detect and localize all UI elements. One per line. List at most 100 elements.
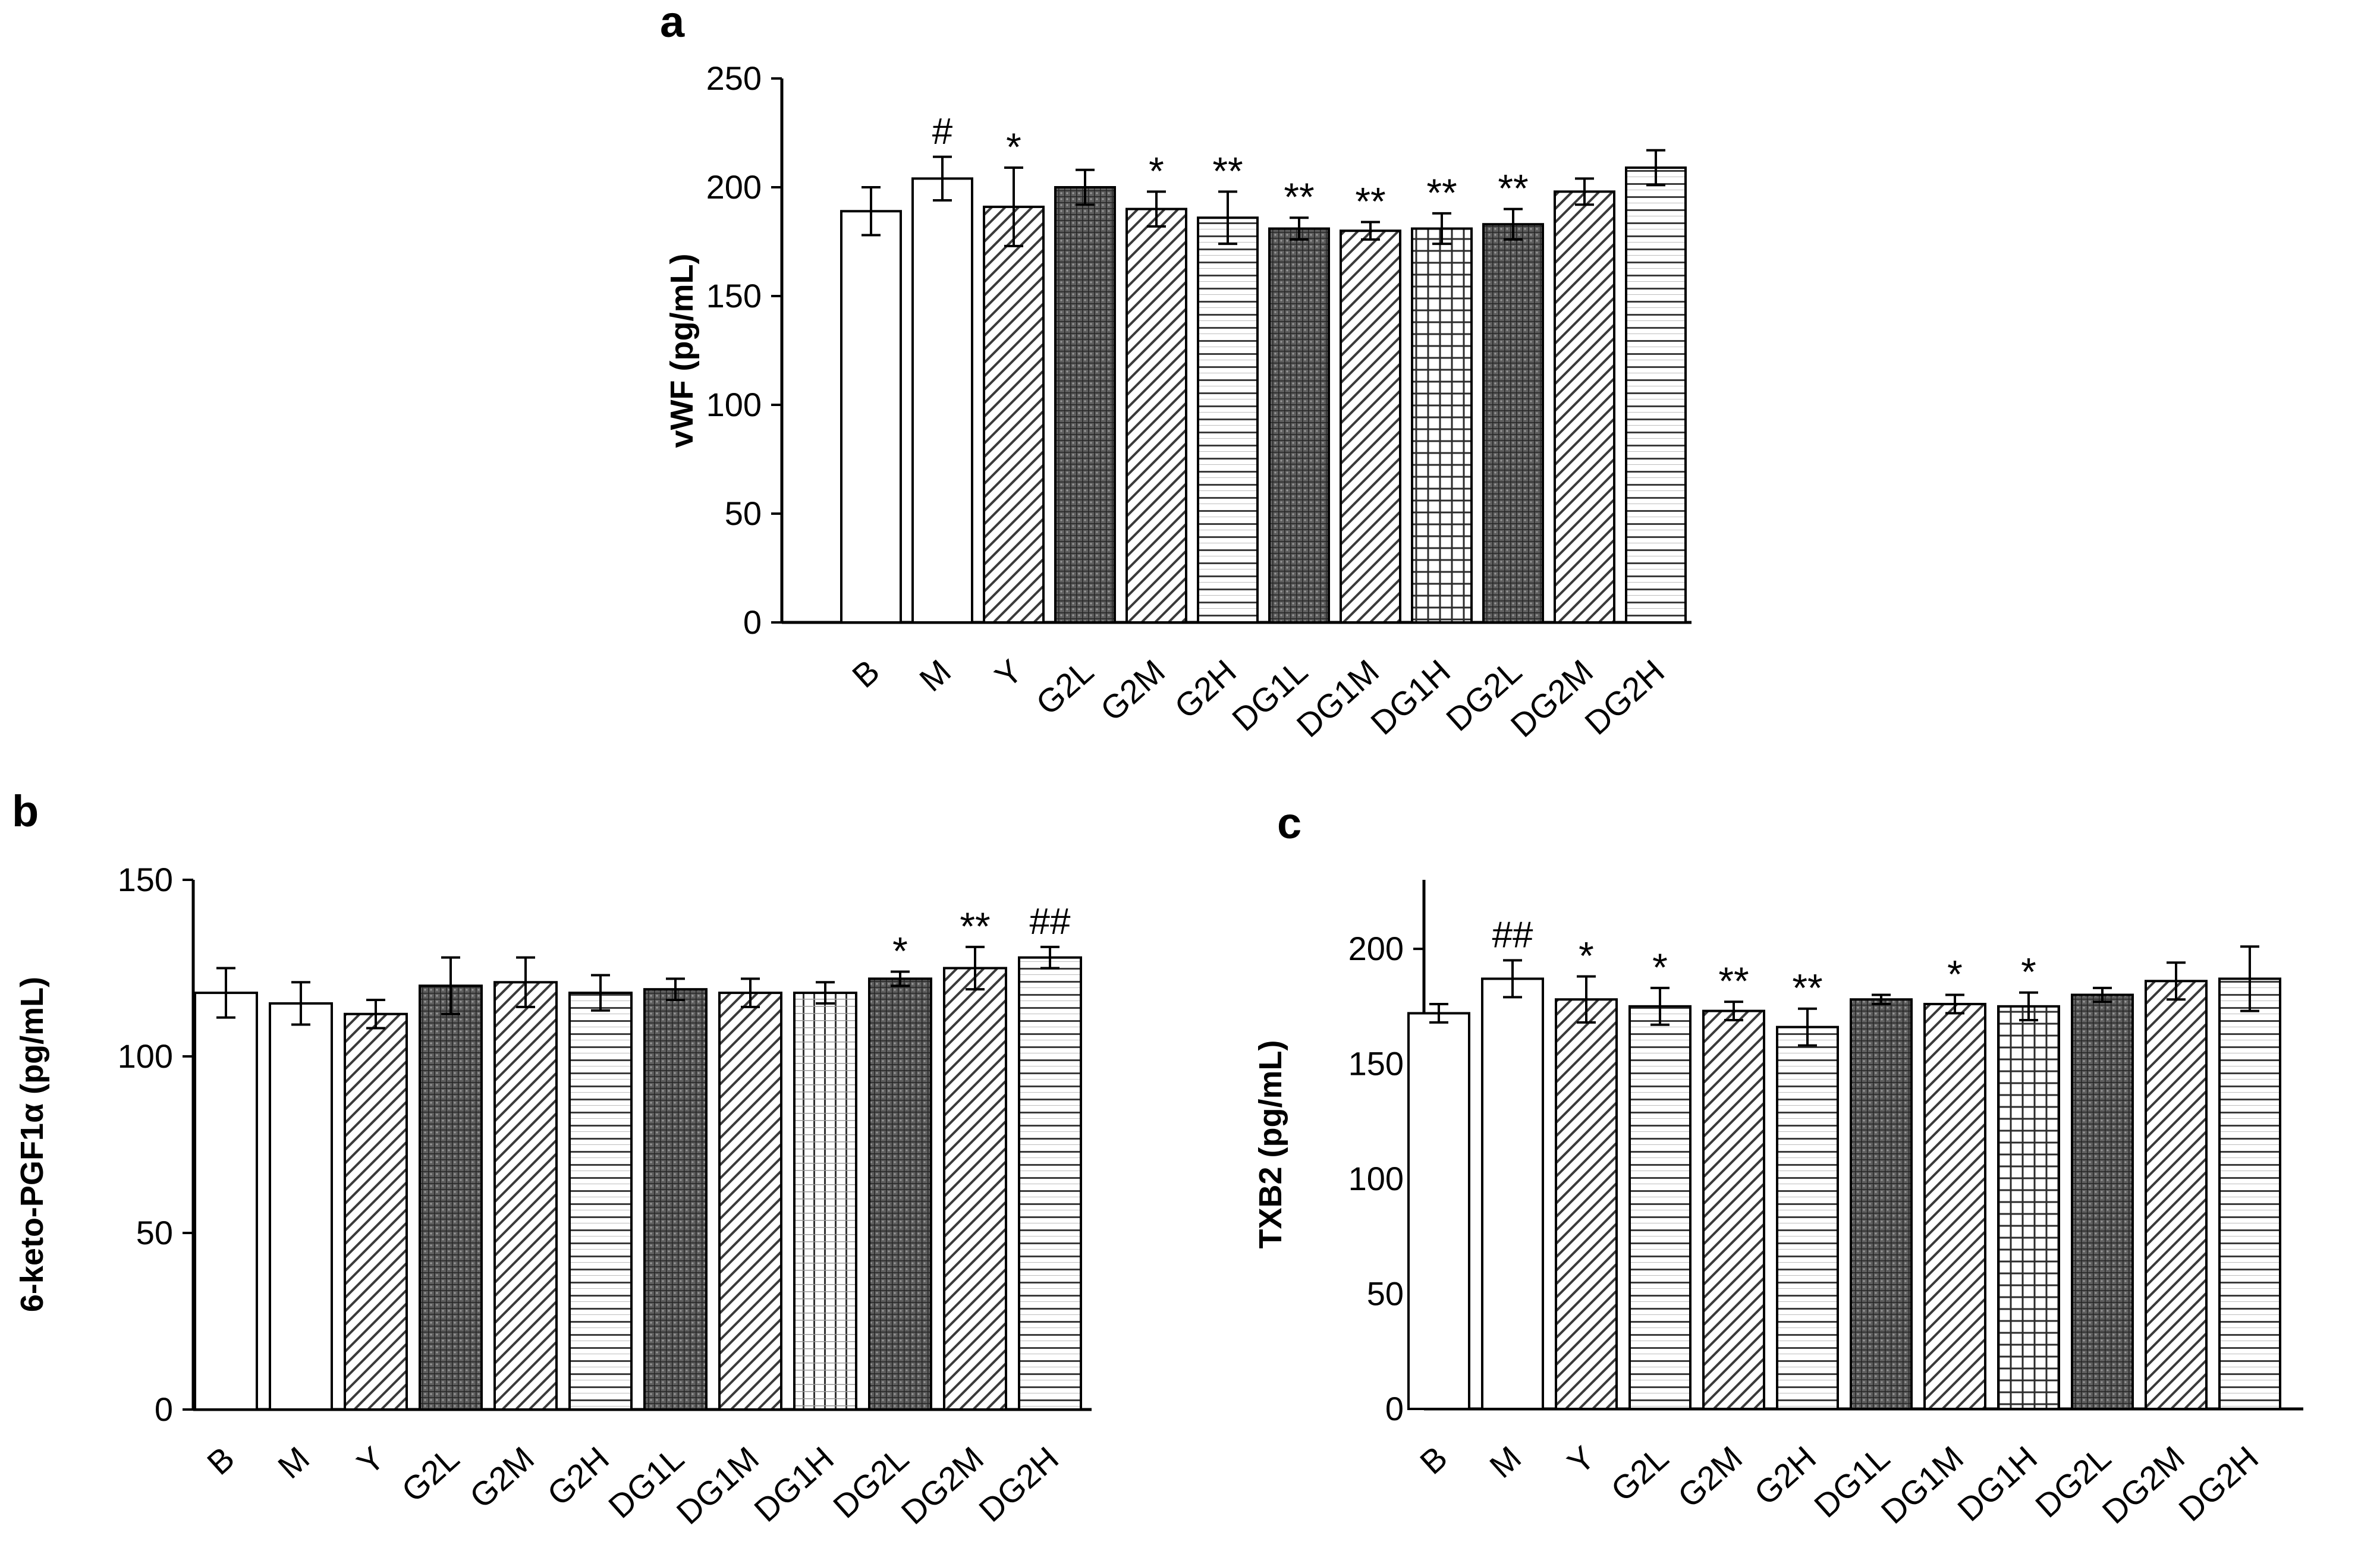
x-tick-label: B: [1413, 1439, 1454, 1481]
x-tick-label: G2M: [1093, 652, 1172, 728]
bar-Y: [983, 205, 1045, 624]
y-tick-label: 150: [706, 277, 762, 314]
x-tick-label: DG2H: [2171, 1439, 2265, 1528]
x-tick-label: DG1M: [669, 1439, 766, 1531]
bar-DG1L: [643, 988, 708, 1411]
bar-M: [1481, 977, 1544, 1411]
y-tick-label: 200: [1348, 930, 1404, 967]
panel-letter: a: [660, 0, 685, 46]
bar-DG1M: [718, 992, 782, 1411]
x-tick-label: B: [200, 1439, 241, 1482]
bar-G2L: [1628, 1005, 1692, 1410]
bar-DG1M: [1340, 229, 1401, 624]
significance-mark: *: [1149, 149, 1164, 193]
significance-mark: **: [1355, 180, 1385, 224]
significance-mark: *: [2021, 950, 2036, 994]
bar-DG1H: [1997, 1005, 2060, 1410]
bar-B: [1407, 1012, 1470, 1411]
x-tick-label: DG2H: [972, 1439, 1065, 1529]
panel-letter: b: [12, 786, 39, 836]
y-tick-label: 50: [1367, 1275, 1404, 1313]
x-tick-label: G2L: [1029, 652, 1101, 722]
bar-G2M: [1125, 207, 1187, 624]
x-tick-label: Y: [988, 652, 1029, 695]
bar-B: [194, 992, 258, 1411]
bar-DG2L: [868, 977, 932, 1411]
x-tick-label: G2L: [1604, 1439, 1675, 1509]
y-tick-label: 0: [743, 603, 762, 641]
x-tick-label: G2M: [463, 1439, 541, 1515]
x-tick-label: G2M: [1671, 1439, 1749, 1515]
x-tick-label: DG2H: [1577, 652, 1671, 742]
bar-G2L: [419, 984, 483, 1411]
panel-a: a vWF (pg/mL) 0 50 100 150 200 250 B # M * Y G2L * G2M *…: [660, 0, 1692, 744]
x-tick-label: G2L: [394, 1439, 466, 1509]
bar-DG1L: [1850, 998, 1913, 1410]
bar-G2M: [493, 981, 558, 1411]
significance-mark: **: [1284, 175, 1314, 219]
x-tick-label: DG1M: [1290, 652, 1386, 744]
significance-mark: *: [1006, 125, 1021, 169]
y-axis-label: vWF (pg/mL): [664, 254, 700, 448]
significance-mark: *: [892, 929, 908, 973]
x-tick-label: DG1H: [747, 1439, 841, 1529]
x-tick-label: M: [912, 652, 958, 699]
y-tick-label: 0: [155, 1390, 173, 1428]
significance-mark: **: [1498, 166, 1528, 210]
bar-DG2M: [2145, 980, 2208, 1410]
x-tick-label: Y: [1560, 1439, 1602, 1481]
significance-mark: **: [1426, 171, 1457, 215]
x-tick-label: DG1H: [1950, 1439, 2044, 1528]
bar-B: [840, 210, 902, 624]
bar-G2H: [1197, 216, 1259, 624]
significance-mark: **: [1212, 149, 1243, 193]
y-tick-label: 200: [706, 168, 762, 206]
bar-Y: [344, 1012, 408, 1411]
bar-DG1H: [1411, 227, 1473, 624]
y-tick-label: 100: [706, 386, 762, 423]
bar-DG1H: [793, 992, 857, 1411]
y-axis-label: 6-keto-PGF1α (pg/mL): [14, 977, 50, 1312]
bar-M: [911, 177, 973, 624]
x-tick-label: B: [845, 652, 886, 695]
significance-mark: ##: [1030, 901, 1071, 942]
significance-mark: **: [1718, 959, 1749, 1003]
bar-DG2H: [1625, 166, 1687, 624]
bar-Y: [1555, 998, 1618, 1410]
y-tick-label: 150: [1348, 1045, 1404, 1083]
bar-G2M: [1702, 1009, 1765, 1410]
significance-mark: *: [1579, 934, 1594, 978]
bar-G2L: [1054, 186, 1116, 624]
bar-DG2H: [2218, 977, 2281, 1411]
x-tick-label: M: [1482, 1439, 1528, 1485]
x-tick-label: DG2M: [2095, 1439, 2192, 1531]
x-tick-label: DG1M: [1874, 1439, 1970, 1531]
y-tick-label: 50: [725, 495, 762, 532]
significance-mark: *: [1947, 952, 1963, 996]
x-tick-label: Y: [350, 1439, 391, 1482]
y-tick-label: 150: [118, 861, 173, 898]
y-tick-label: 100: [1348, 1160, 1404, 1197]
y-tick-label: 0: [1385, 1390, 1404, 1427]
x-tick-label: DG2M: [1504, 652, 1600, 744]
y-tick-label: 100: [118, 1037, 173, 1075]
x-tick-label: DG1H: [1363, 652, 1457, 742]
bar-G2H: [1776, 1025, 1839, 1411]
bar-DG1M: [1923, 1002, 1986, 1410]
significance-mark: ##: [1492, 914, 1533, 955]
x-tick-label: DG2M: [894, 1439, 991, 1531]
panel-letter: c: [1277, 798, 1301, 848]
bar-DG1L: [1268, 227, 1330, 624]
x-tick-label: M: [271, 1439, 316, 1486]
bar-DG2L: [1482, 223, 1544, 624]
significance-mark: **: [960, 904, 990, 948]
bar-DG2H: [1018, 956, 1082, 1411]
bar-G2H: [568, 992, 633, 1411]
significance-mark: *: [1652, 945, 1668, 989]
y-axis-label: TXB2 (pg/mL): [1253, 1040, 1288, 1249]
y-tick-label: 50: [136, 1214, 173, 1251]
significance-mark: **: [1792, 966, 1822, 1010]
